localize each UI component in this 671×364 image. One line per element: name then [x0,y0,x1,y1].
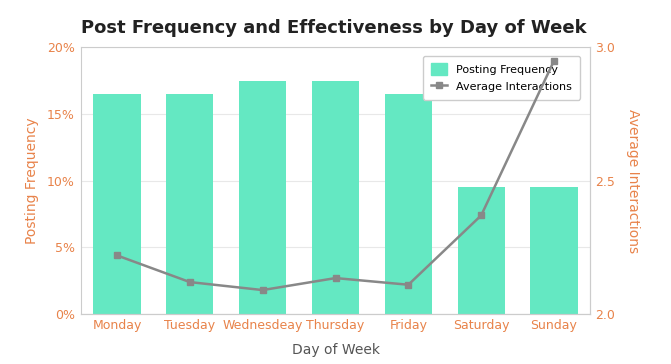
Bar [93,94,141,314]
Bar [458,187,505,314]
Bar [312,81,359,314]
Y-axis label: Posting Frequency: Posting Frequency [25,117,39,244]
X-axis label: Day of Week: Day of Week [291,343,380,357]
Text: Post Frequency and Effectiveness by Day of Week: Post Frequency and Effectiveness by Day … [81,19,586,37]
Bar [166,94,213,314]
Bar [239,81,287,314]
Bar [384,94,432,314]
Bar [530,187,578,314]
Legend: Posting Frequency, Average Interactions: Posting Frequency, Average Interactions [423,56,580,99]
Y-axis label: Average Interactions: Average Interactions [626,108,640,253]
